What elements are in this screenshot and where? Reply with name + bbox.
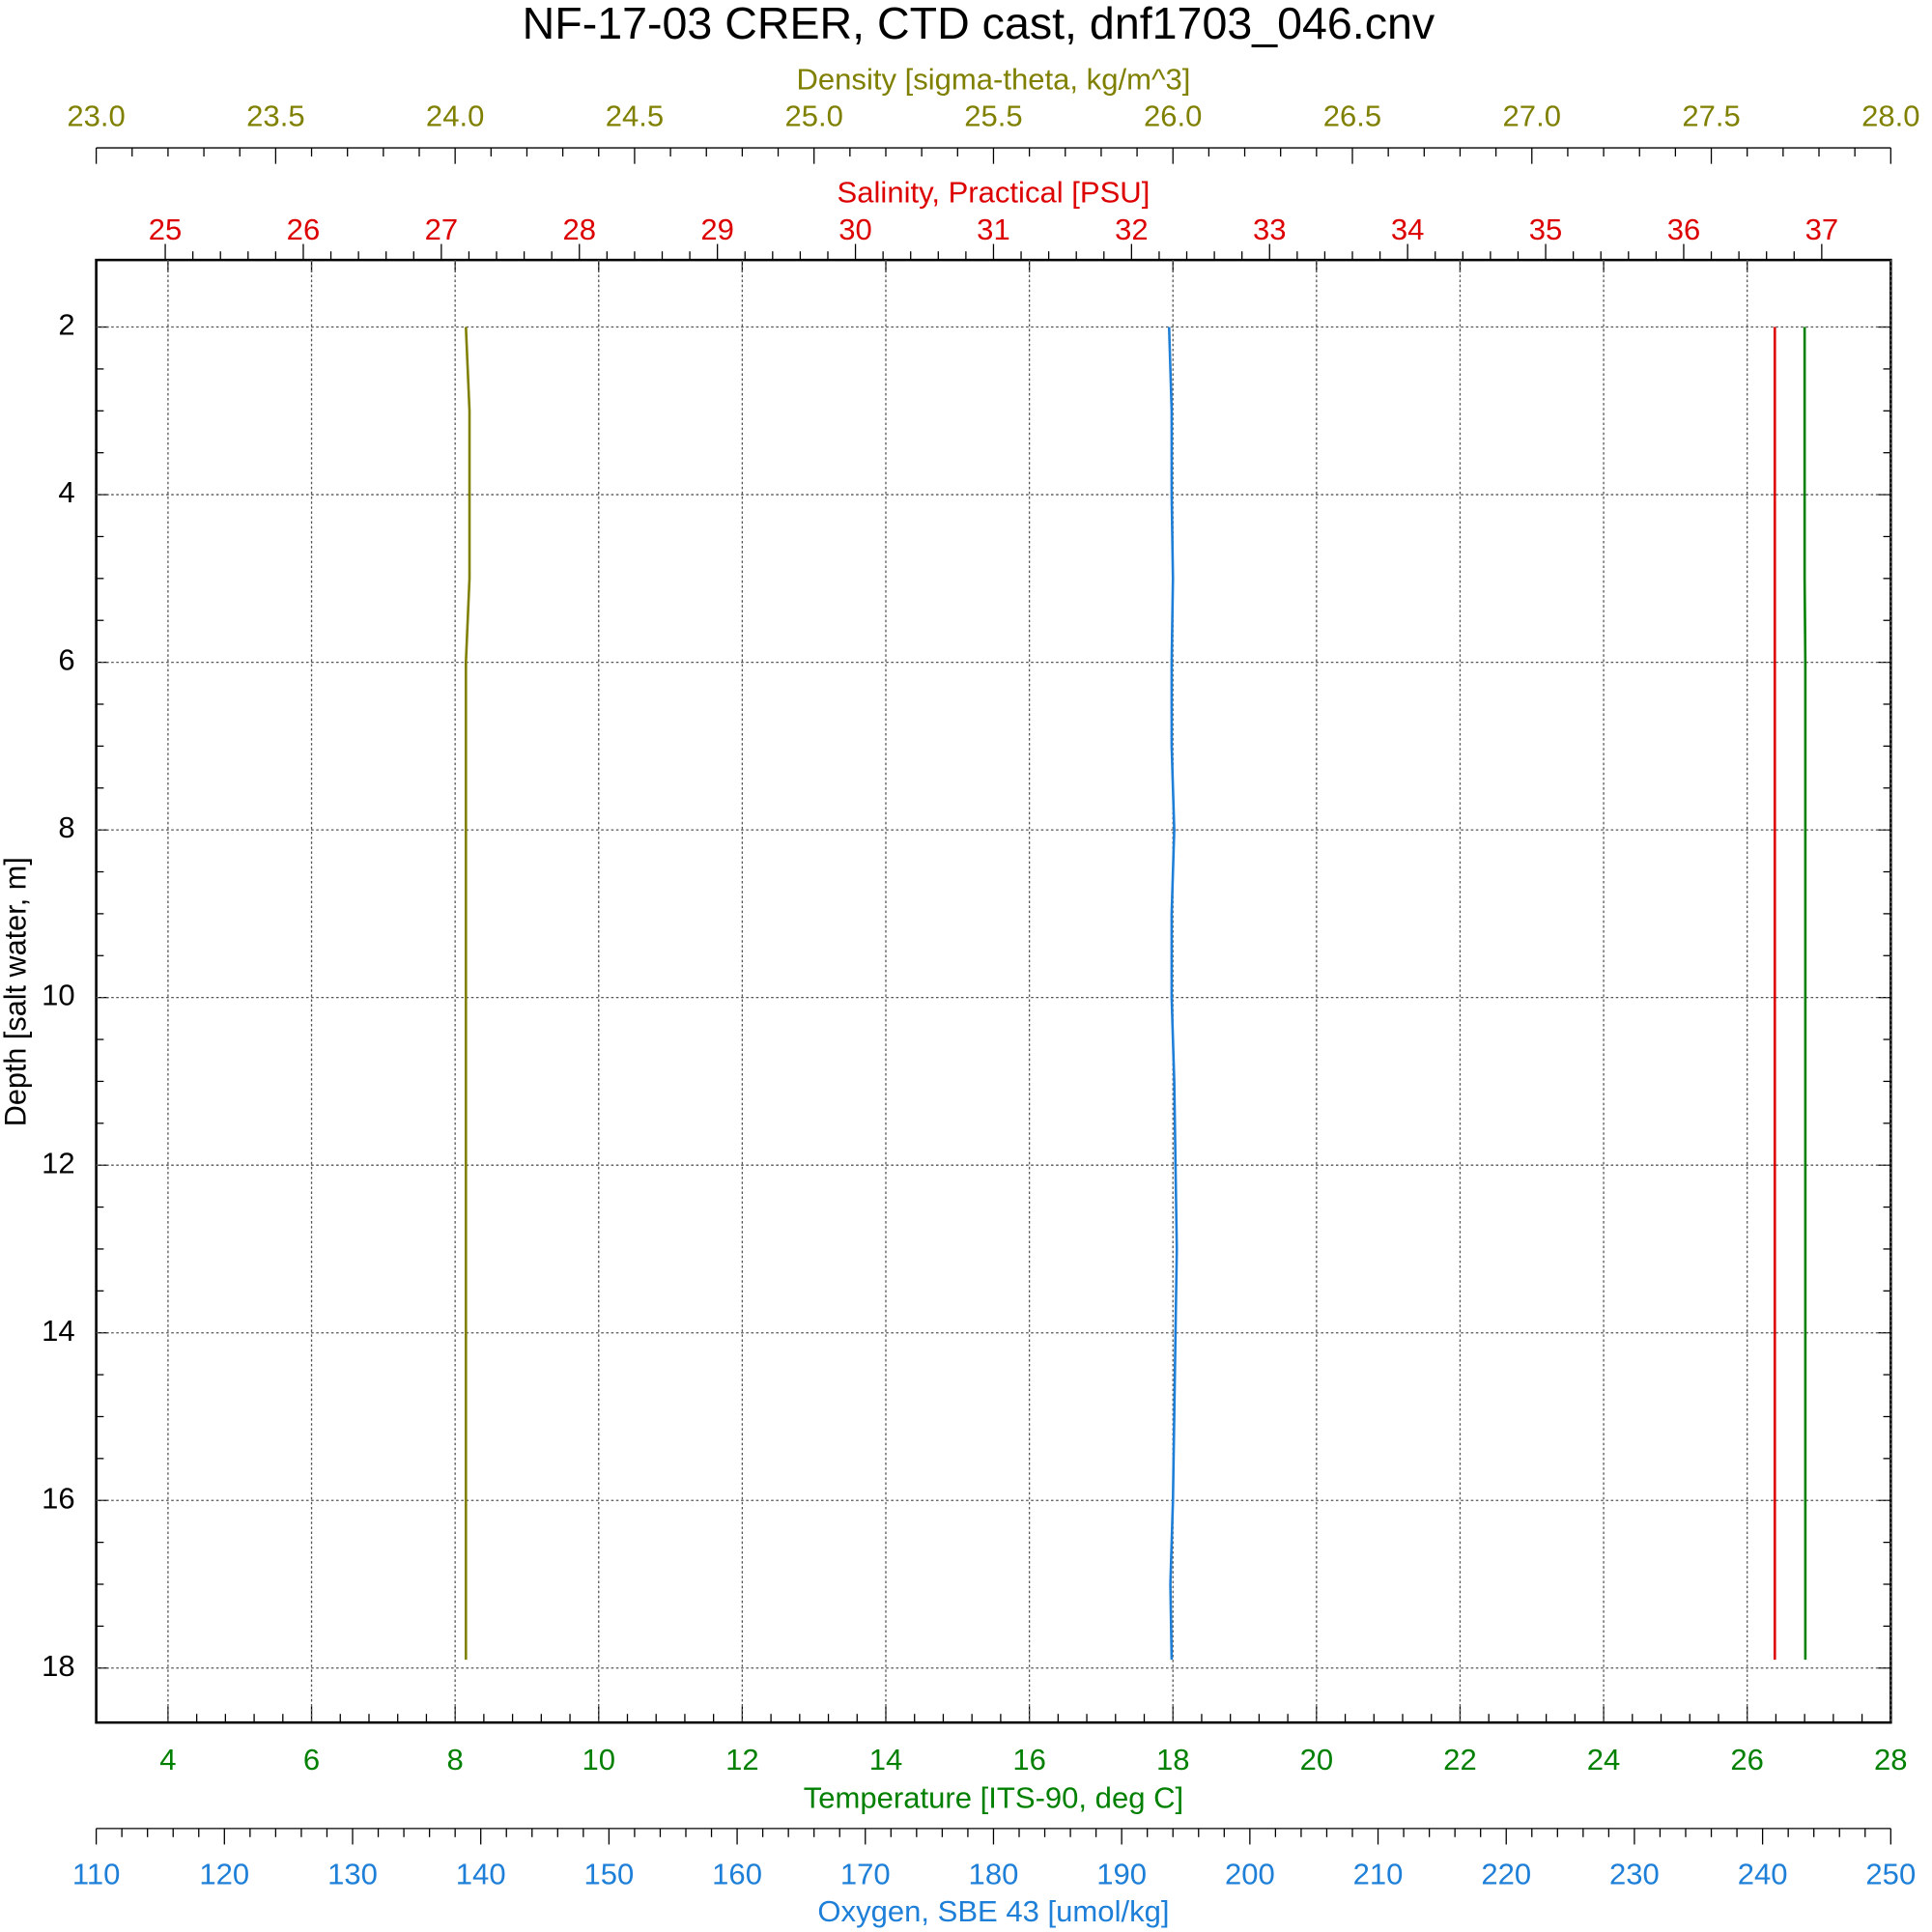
x-tick-label: 32 <box>1115 213 1149 246</box>
x-tick-label: 4 <box>159 1743 176 1776</box>
x-tick-label: 16 <box>1012 1743 1046 1776</box>
x-tick-label: 37 <box>1805 213 1839 246</box>
x-tick-label: 23.5 <box>246 99 304 133</box>
y-tick-label: 12 <box>42 1146 75 1179</box>
profile-line <box>465 327 471 1661</box>
x-tick-label: 25.5 <box>964 99 1022 133</box>
x-tick-label: 110 <box>72 1858 121 1891</box>
x-tick-label: 26.0 <box>1144 99 1202 133</box>
x-tick-label: 140 <box>456 1858 506 1891</box>
x-tick-label: 26 <box>1730 1743 1764 1776</box>
x-tick-label: 28.0 <box>1861 99 1919 133</box>
x-tick-label: 20 <box>1300 1743 1334 1776</box>
y-tick-label: 4 <box>58 475 74 509</box>
profile-line <box>1167 327 1179 1661</box>
x-tick-label: 220 <box>1481 1858 1531 1891</box>
x-tick-label: 28 <box>1874 1743 1908 1776</box>
y-tick-label: 14 <box>42 1314 75 1348</box>
x-tick-label: 27.5 <box>1682 99 1740 133</box>
x-tick-label: 31 <box>977 213 1010 246</box>
x-tick-label: 14 <box>869 1743 903 1776</box>
x-tick-label: 230 <box>1609 1858 1660 1891</box>
y-tick-label: 16 <box>42 1482 75 1516</box>
x-tick-label: 190 <box>1096 1858 1147 1891</box>
x-tick-label: 33 <box>1253 213 1287 246</box>
x-tick-label: 24.0 <box>426 99 484 133</box>
x-tick-label: 30 <box>838 213 872 246</box>
profile-line <box>1803 327 1807 1661</box>
x-tick-label: 27.0 <box>1503 99 1561 133</box>
x-tick-label: 10 <box>582 1743 615 1776</box>
x-tick-label: 34 <box>1391 213 1425 246</box>
x-axis-title: Oxygen, SBE 43 [umol/kg] <box>817 1894 1169 1928</box>
x-tick-label: 6 <box>303 1743 320 1776</box>
y-tick-label: 8 <box>58 810 74 844</box>
x-tick-label: 26 <box>287 213 321 246</box>
x-tick-label: 25 <box>149 213 183 246</box>
x-tick-label: 29 <box>700 213 734 246</box>
x-tick-label: 240 <box>1738 1858 1788 1891</box>
x-tick-label: 160 <box>712 1858 762 1891</box>
x-tick-label: 35 <box>1529 213 1563 246</box>
x-tick-label: 170 <box>840 1858 891 1891</box>
x-tick-label: 210 <box>1353 1858 1404 1891</box>
x-tick-label: 24 <box>1587 1743 1621 1776</box>
x-tick-label: 200 <box>1225 1858 1275 1891</box>
y-tick-label: 2 <box>58 308 74 342</box>
x-tick-label: 24.5 <box>606 99 664 133</box>
x-tick-label: 18 <box>1156 1743 1190 1776</box>
x-tick-label: 28 <box>562 213 596 246</box>
x-tick-label: 150 <box>583 1858 634 1891</box>
x-tick-label: 25.0 <box>784 99 842 133</box>
y-tick-label: 10 <box>42 979 75 1012</box>
x-tick-label: 27 <box>425 213 459 246</box>
x-tick-label: 180 <box>969 1858 1019 1891</box>
x-tick-label: 26.5 <box>1323 99 1381 133</box>
x-tick-label: 250 <box>1865 1858 1916 1891</box>
x-axis-title: Density [sigma-theta, kg/m^3] <box>796 62 1190 96</box>
x-tick-label: 8 <box>447 1743 464 1776</box>
x-tick-label: 12 <box>725 1743 759 1776</box>
x-tick-label: 22 <box>1443 1743 1477 1776</box>
y-tick-label: 6 <box>58 643 74 677</box>
x-tick-label: 120 <box>199 1858 249 1891</box>
x-axis-title: Temperature [ITS-90, deg C] <box>804 1781 1183 1815</box>
x-tick-label: 130 <box>327 1858 378 1891</box>
x-tick-label: 23.0 <box>67 99 125 133</box>
x-tick-label: 36 <box>1667 213 1701 246</box>
y-axis-title: Depth [salt water, m] <box>0 857 32 1126</box>
x-axis-title: Salinity, Practical [PSU] <box>838 176 1151 210</box>
chart-title: NF-17-03 CRER, CTD cast, dnf1703_046.cnv <box>523 0 1435 48</box>
y-tick-label: 18 <box>42 1649 75 1683</box>
